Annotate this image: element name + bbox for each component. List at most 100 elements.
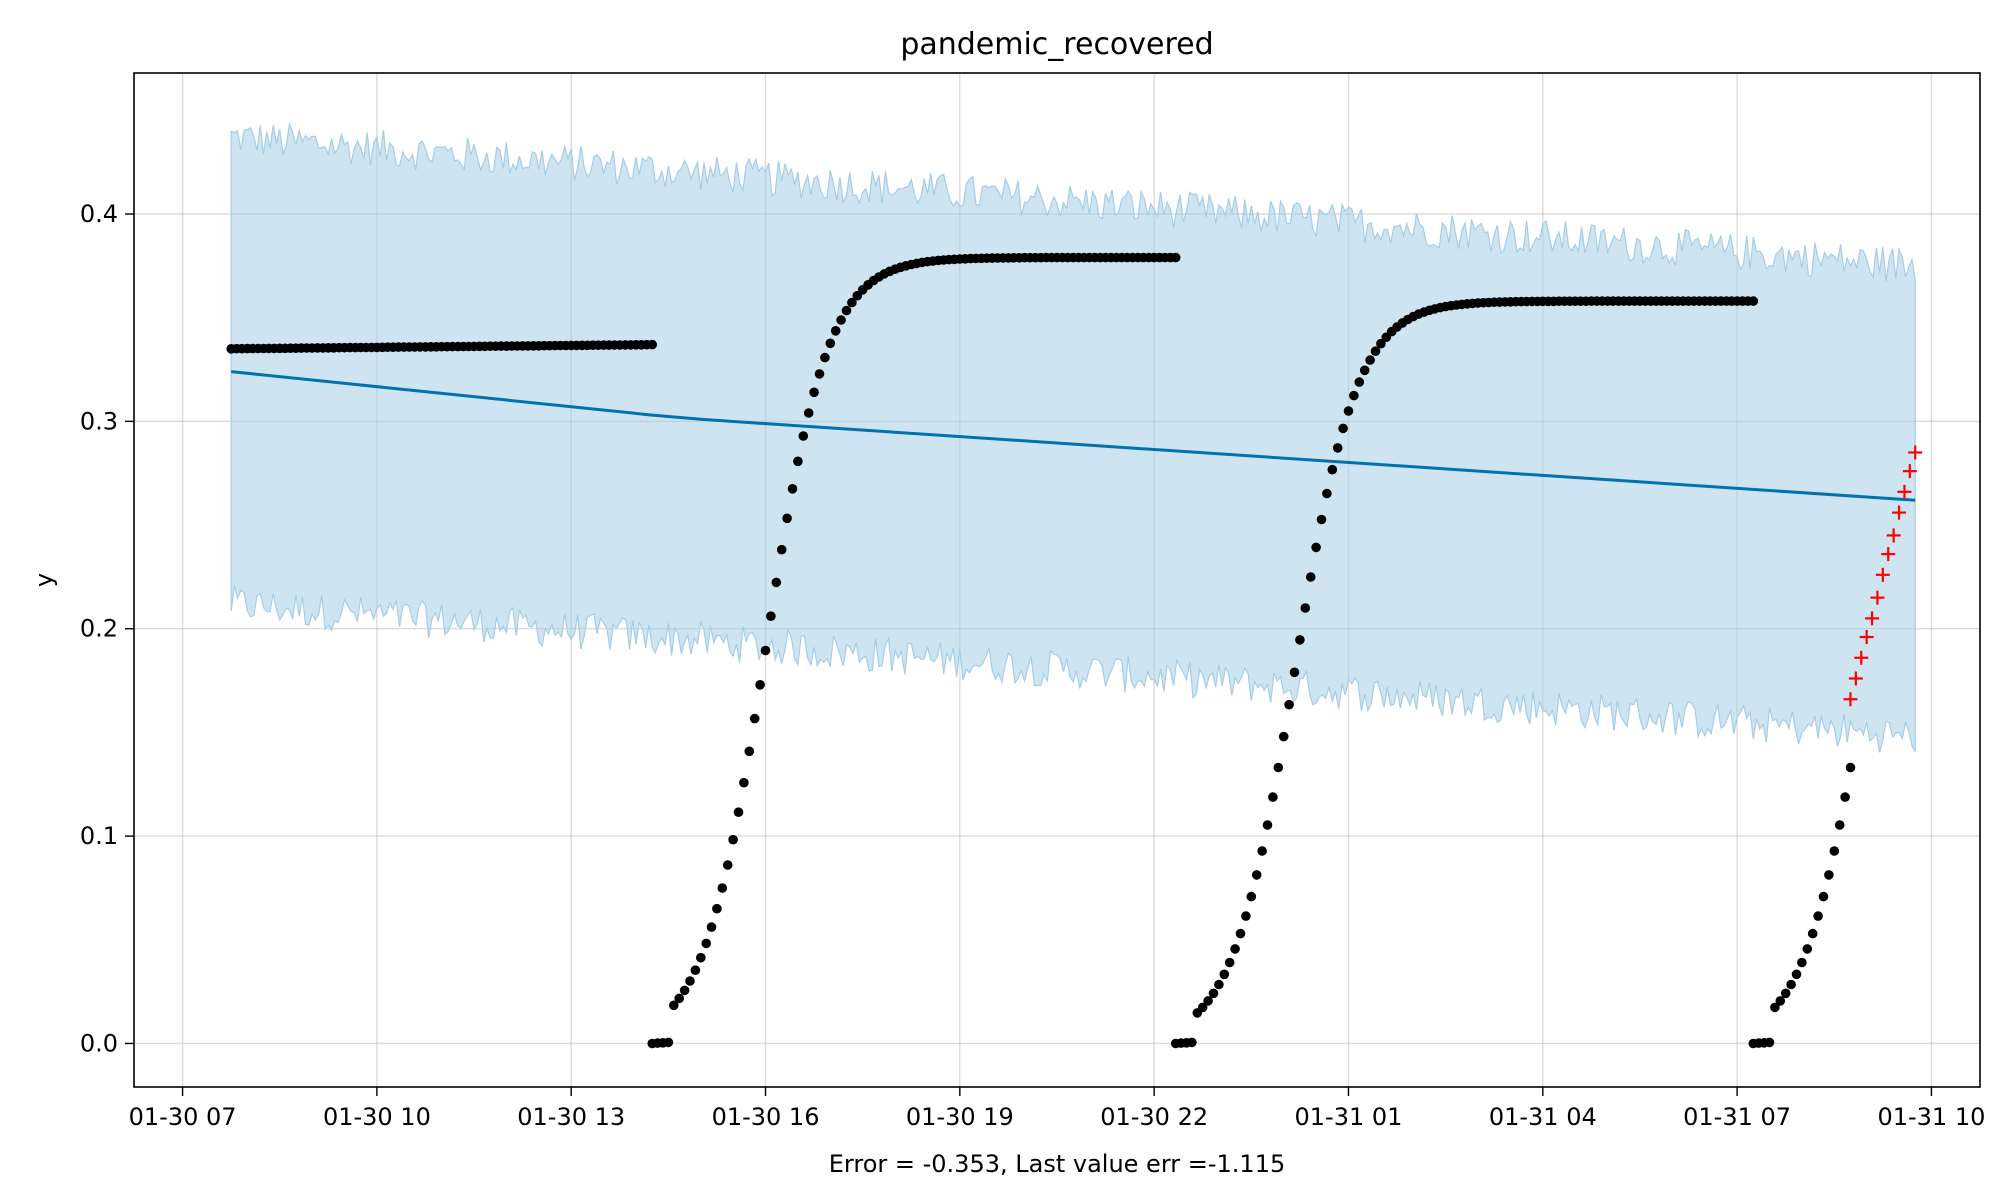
history-point <box>1370 346 1381 357</box>
history-point <box>744 746 755 757</box>
history-point <box>1284 699 1294 710</box>
history-point <box>1807 928 1818 939</box>
history-point <box>1214 979 1224 990</box>
history-point <box>1316 514 1327 525</box>
history-point <box>717 883 728 893</box>
history-point <box>1257 846 1267 856</box>
history-point <box>803 408 814 418</box>
test-point <box>1892 505 1907 520</box>
history-point <box>1295 635 1305 645</box>
history-point <box>787 484 798 494</box>
history-point <box>782 513 792 524</box>
test-point <box>1854 650 1869 665</box>
history-point <box>706 922 717 932</box>
history-point <box>1197 1002 1208 1013</box>
x-tick-label: 01-30 10 <box>323 1103 431 1131</box>
history-point <box>1349 390 1359 401</box>
history-point <box>1376 338 1386 349</box>
history-point <box>809 387 819 398</box>
test-points <box>1843 445 1923 707</box>
history-point <box>669 1000 679 1011</box>
x-tick-label: 01-31 04 <box>1489 1103 1597 1131</box>
history-point <box>1840 792 1850 802</box>
history-point <box>647 339 657 350</box>
y-tick-label: 0.1 <box>80 822 118 850</box>
y-axis: 0.0 0.1 0.2 0.3 0.4 <box>80 200 134 1057</box>
history-point <box>776 544 787 555</box>
test-point <box>1865 611 1880 626</box>
x-tick-label: 01-31 10 <box>1877 1103 1985 1131</box>
history-point <box>1305 572 1316 582</box>
test-point <box>1875 567 1890 582</box>
history-point <box>841 305 852 316</box>
x-tick-label: 01-30 19 <box>906 1103 1014 1131</box>
history-point <box>1300 603 1311 613</box>
history-point <box>1748 296 1759 306</box>
history-point <box>1813 911 1823 921</box>
history-point <box>820 352 830 363</box>
forecast-line <box>231 370 1916 502</box>
history-point <box>1208 988 1219 999</box>
x-axis-label: Error = -0.353, Last value err =-1.115 <box>829 1150 1285 1178</box>
history-point <box>733 807 744 817</box>
history-point <box>739 777 749 788</box>
history-point <box>674 993 684 1004</box>
history-point <box>1338 423 1348 434</box>
history-point <box>1343 406 1354 416</box>
history-point <box>771 577 782 588</box>
history-point <box>1262 820 1273 830</box>
plot-frame <box>133 72 1981 1088</box>
history-point <box>690 965 701 975</box>
history-point <box>728 834 738 845</box>
forecast-line-path <box>231 370 1916 502</box>
history-point <box>685 976 695 986</box>
history-point <box>1219 969 1230 980</box>
uncertainty-band <box>230 121 1916 753</box>
y-tick-label: 0.4 <box>80 200 118 228</box>
history-point <box>1187 1037 1197 1048</box>
test-point <box>1902 464 1917 479</box>
history-point <box>814 369 825 379</box>
test-point <box>1843 692 1858 707</box>
x-tick-label: 01-31 07 <box>1683 1103 1791 1131</box>
history-point <box>1268 792 1278 802</box>
y-tick-label: 0.2 <box>80 615 118 643</box>
history-point <box>1230 944 1240 954</box>
test-point <box>1908 445 1923 460</box>
x-tick-label: 01-31 01 <box>1295 1103 1403 1131</box>
history-point <box>830 326 841 336</box>
y-tick-label: 0.0 <box>80 1029 118 1057</box>
history-point <box>798 431 809 441</box>
history-point <box>679 985 690 996</box>
history-point <box>1354 377 1365 387</box>
history-point <box>1251 870 1262 880</box>
test-point <box>1886 528 1901 543</box>
history-point <box>1786 979 1796 990</box>
history-point <box>836 315 846 325</box>
history-point <box>1241 911 1251 921</box>
history-point <box>712 903 722 914</box>
x-axis: 01-30 07 01-30 10 01-30 13 01-30 16 01-30 19… <box>129 1087 1985 1131</box>
history-point <box>696 952 706 963</box>
history-point <box>1322 488 1332 499</box>
history-point <box>722 860 733 870</box>
history-point <box>1764 1037 1775 1048</box>
x-tick-label: 01-30 16 <box>712 1103 820 1131</box>
history-point <box>663 1037 674 1048</box>
history-point <box>1246 891 1257 902</box>
history-point <box>1273 762 1284 773</box>
test-point <box>1897 484 1912 499</box>
test-point <box>1859 630 1874 645</box>
history-point <box>793 456 803 467</box>
history-point <box>766 611 776 621</box>
history-point <box>1359 365 1370 376</box>
history-point <box>760 645 771 656</box>
history-point <box>749 713 760 724</box>
history-point <box>755 680 765 690</box>
history-point <box>1775 996 1786 1006</box>
y-axis-label: y <box>30 573 58 587</box>
history-point <box>1289 667 1300 678</box>
history-point <box>1332 443 1343 453</box>
x-tick-label: 01-30 13 <box>517 1103 625 1131</box>
